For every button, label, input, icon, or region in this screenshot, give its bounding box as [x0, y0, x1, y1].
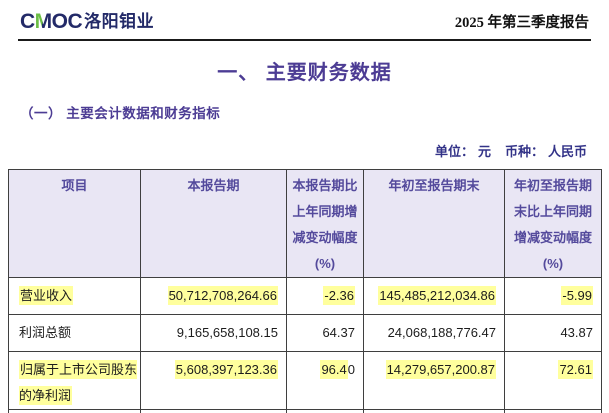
logo-chinese-text: 洛阳钼业 — [84, 12, 155, 31]
table-row-revenue: 营业收入 50,712,708,264.66 -2.36 145,485,212… — [8, 277, 602, 315]
cell-empty — [286, 409, 364, 413]
cell-current-period: 50,712,708,264.66 — [140, 277, 287, 315]
cell-current-period: 9,165,658,108.15 — [140, 314, 287, 352]
table-row-net-profit: 归属于上市公司股东的净利润 5,608,397,123.36 96.40 14,… — [8, 351, 602, 410]
cell-ytd: 14,279,657,200.87 — [363, 351, 505, 410]
cell-empty — [504, 409, 602, 413]
cell-item: 归属于上市公司股东的净利润 — [8, 351, 141, 410]
cell-ytd: 145,485,212,034.86 — [363, 277, 505, 315]
currency-label: 币种： — [504, 144, 544, 159]
page-header: CMOC 洛阳钼业 2025 年第三季度报告 — [0, 0, 609, 39]
unit-value: 元 — [477, 144, 491, 159]
logo-latin-text: CMOC — [20, 10, 83, 33]
logo-m-accent: M — [34, 10, 53, 33]
header-divider — [18, 39, 591, 41]
cell-item: 营业收入 — [8, 277, 141, 315]
section-subtitle: （一） 主要会计数据和财务指标 — [20, 106, 221, 121]
cell-ytd-change: 43.87 — [504, 314, 602, 352]
cell-ytd: 24,068,188,776.47 — [363, 314, 505, 352]
col-header-item: 项目 — [8, 169, 141, 278]
table-row-partial — [8, 409, 602, 413]
col-header-ytd-change: 年初至报告期末比上年同期增减变动幅度(%) — [504, 169, 602, 278]
unit-currency-line: 单位：元币种： 人民币 — [0, 141, 587, 160]
table-row-total-profit: 利润总额 9,165,658,108.15 64.37 24,068,188,7… — [8, 314, 602, 352]
cell-empty — [8, 409, 141, 413]
cmoc-logo: CMOC 洛阳钼业 — [20, 11, 154, 32]
col-header-ytd: 年初至报告期末 — [363, 169, 505, 278]
cell-ytd-change: 72.61 — [504, 351, 602, 410]
col-header-current-change: 本报告期比上年同期增减变动幅度(%) — [286, 169, 364, 278]
cell-current-change: 96.40 — [286, 351, 364, 410]
unit-label: 单位： — [434, 144, 474, 159]
cell-current-change: -2.36 — [286, 277, 364, 315]
cell-ytd-change: -5.99 — [504, 277, 602, 315]
col-header-current-period: 本报告期 — [140, 169, 287, 278]
cell-empty — [140, 409, 287, 413]
cell-empty — [363, 409, 505, 413]
financial-data-table: 项目 本报告期 本报告期比上年同期增减变动幅度(%) 年初至报告期末 年初至报告… — [8, 169, 602, 413]
cell-current-period: 5,608,397,123.36 — [140, 351, 287, 410]
report-title: 2025 年第三季度报告 — [454, 15, 589, 31]
cell-item: 利润总额 — [8, 314, 141, 352]
cell-current-change: 64.37 — [286, 314, 364, 352]
section-title: 一、 主要财务数据 — [217, 62, 392, 84]
table-header-row: 项目 本报告期 本报告期比上年同期增减变动幅度(%) 年初至报告期末 年初至报告… — [8, 169, 602, 278]
currency-value: 人民币 — [547, 144, 587, 159]
